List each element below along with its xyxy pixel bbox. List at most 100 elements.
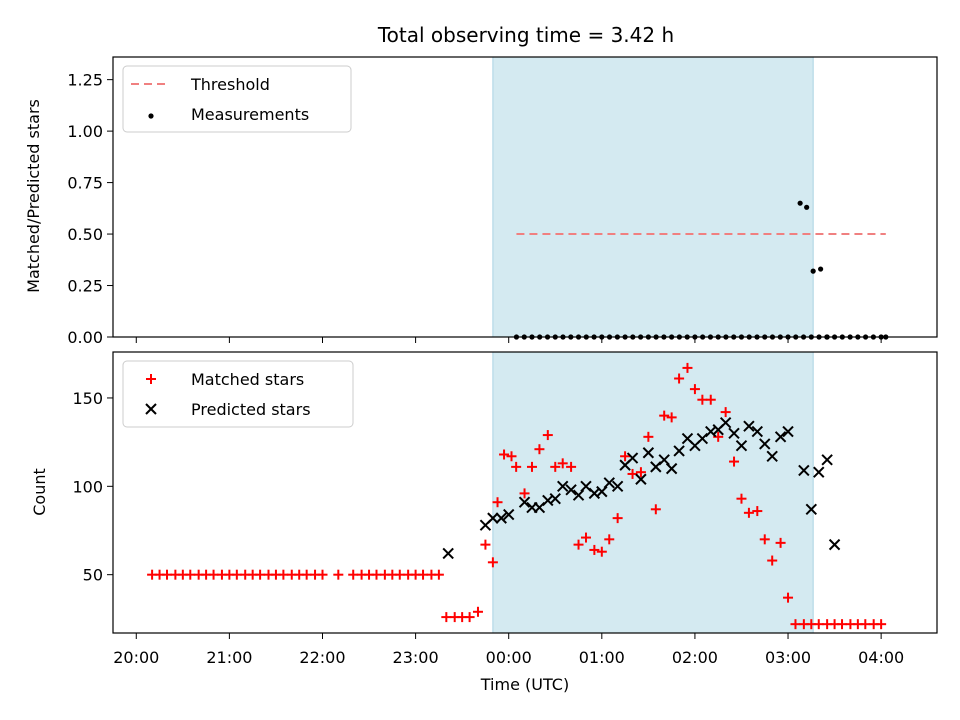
top-y-axis-label: Matched/Predicted stars [24,99,43,293]
matched-star-point [650,504,661,515]
matched-star-point [580,532,591,543]
x-tick-label: 02:00 [672,648,718,667]
x-b [557,480,569,493]
x-b [751,425,764,438]
predicted-star-point [728,427,740,440]
bottom-y-axis-label: Count [30,468,49,516]
predicted-star-point [518,496,531,508]
x-b [813,466,825,478]
x-tick-label: 20:00 [113,648,159,667]
matched-star-point [371,569,382,580]
matched-star-point [557,458,568,469]
x-b [487,512,499,524]
predicted-star-point [782,425,794,438]
matched-star-point [759,534,770,545]
x-b [766,450,778,462]
matched-star-point [697,394,708,405]
x-tick-label: 21:00 [206,648,252,667]
x-b [635,473,647,485]
matched-star-point [573,539,584,550]
legend-predicted-label: Predicted stars [191,400,311,419]
x-b [611,480,624,493]
matched-star-point [162,569,173,580]
top-panel: 0.00 0.25 0.50 0.75 1.00 1.25 Threshold Measure… [67,56,938,347]
x-b [673,445,685,457]
bottom-panel: 50 100 150 20:00 21:00 22:00 23:00 00:00 01:00 02… [72,351,938,667]
matched-star-point [620,451,631,462]
matched-star-point [736,493,747,504]
matched-star-point [418,569,429,580]
top-legend-box [122,65,352,133]
matched-star-point [604,534,615,545]
legend-matched-swatch [146,374,156,384]
predicted-star-point [766,450,778,462]
x-b [549,492,561,505]
x-b [665,462,678,475]
matched-star-point [255,569,266,580]
matched-star-point [635,467,646,478]
predicted-star-point [635,473,647,485]
matched-star-point [333,569,344,580]
matched-star-point [348,569,359,580]
matched-star-point [674,373,685,384]
x-b [759,438,771,450]
legend-measurements-label: Measurements [191,105,309,124]
y-tick-label: 100 [72,477,103,496]
predicted-star-point [665,462,678,475]
x-b [705,425,717,438]
matched-star-point [752,506,763,517]
legend-threshold-label: Threshold [190,75,270,94]
matched-star-point [499,449,510,460]
matched-star-point [767,555,778,566]
matched-star-point [729,456,740,467]
predicted-star-point [719,416,732,429]
x-tick-label: 22:00 [299,648,345,667]
x-tick-label: 00:00 [486,648,532,667]
matched-star-point [394,569,405,580]
x-b [774,431,787,443]
matched-star-point [783,592,794,603]
matched-star-point [837,619,848,630]
predicted-star-point [828,538,841,551]
predicted-star-point [813,466,825,478]
predicted-star-point [805,503,818,515]
predicted-star-point [502,508,515,521]
predicted-star-point [557,480,569,493]
matched-star-point [317,569,328,580]
predicted-star-point [743,420,755,432]
x-b [603,477,615,489]
x-b [626,452,639,464]
legend-predicted-swatch [145,403,157,415]
measurement-point [797,200,803,206]
measurement-point [810,268,816,274]
matched-star-point [208,569,219,580]
x-b [580,480,592,493]
y-tick-label: 150 [72,389,103,408]
axes-frame [112,351,938,634]
predicted-star-point [673,445,685,457]
predicted-star-point [549,492,561,505]
x-tick-label: 04:00 [858,648,904,667]
matched-star-point [643,431,654,442]
matched-star-point [550,461,561,472]
matched-star-point [689,384,700,395]
predicted-star-point [495,512,507,524]
matched-star-point [487,557,498,568]
predicted-star-point [611,480,624,493]
matched-star-point [790,619,801,630]
x-b [658,454,670,466]
predicted-star-point [759,438,771,450]
x-b [728,427,740,440]
y-tick-label: 0.00 [67,328,103,347]
x-tick-label: 23:00 [393,648,439,667]
predicted-star-point [487,512,499,524]
predicted-star-point [626,452,639,464]
y-tick-label: 1.00 [67,122,103,141]
x-b [782,425,794,438]
x-b [588,487,601,500]
predicted-star-point [442,547,454,560]
x-b [518,496,531,508]
matched-star-point [666,412,677,423]
measurement-point [818,266,824,272]
